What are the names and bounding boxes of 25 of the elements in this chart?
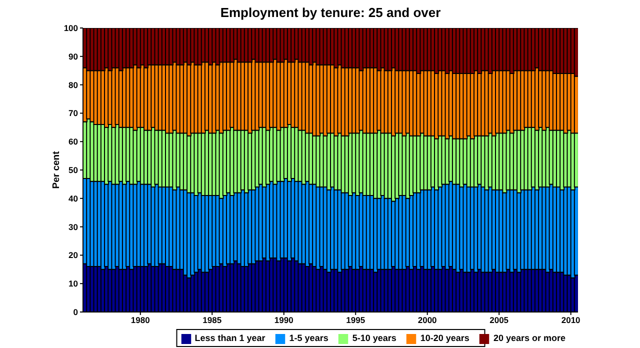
x-tick-label: 2005 bbox=[490, 315, 509, 326]
x-tick-label: 1995 bbox=[346, 315, 366, 326]
x-tick-label: 2000 bbox=[418, 315, 438, 326]
legend-label: 1-5 years bbox=[289, 333, 328, 343]
y-tick-label: 30 bbox=[68, 222, 78, 232]
y-tick-label: 100 bbox=[64, 23, 78, 34]
x-tick-label: 1980 bbox=[130, 315, 150, 326]
y-tick-label: 70 bbox=[68, 108, 78, 118]
y-axis-title: Per cent bbox=[51, 150, 62, 189]
legend-label: 10-20 years bbox=[420, 333, 470, 343]
x-tick-label: 1985 bbox=[202, 315, 222, 326]
legend-label: Less than 1 year bbox=[194, 333, 266, 343]
y-tick-label: 40 bbox=[68, 193, 78, 204]
y-tick-label: 60 bbox=[68, 136, 78, 147]
y-tick-label: 90 bbox=[68, 51, 78, 62]
y-tick-label: 0 bbox=[73, 307, 78, 318]
chart-title: Employment by tenure: 25 and over bbox=[219, 5, 442, 21]
legend-label: 20 years or more bbox=[493, 333, 566, 343]
x-tick-label: 1990 bbox=[274, 315, 294, 326]
y-tick-label: 20 bbox=[68, 250, 78, 260]
y-tick-label: 50 bbox=[68, 165, 78, 176]
y-tick-label: 80 bbox=[68, 80, 78, 90]
legend-label: 5-10 years bbox=[352, 333, 396, 343]
x-tick-label: 2010 bbox=[561, 315, 581, 326]
y-tick-label: 10 bbox=[68, 278, 78, 289]
